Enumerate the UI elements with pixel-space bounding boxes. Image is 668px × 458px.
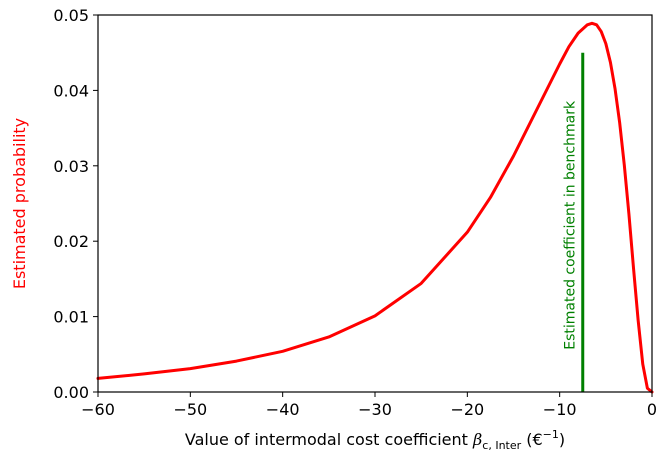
plot-area bbox=[96, 21, 654, 394]
y-axis-label: Estimated probability bbox=[10, 118, 29, 289]
benchmark-annotation-label: Estimated coefficient in benchmark bbox=[563, 100, 579, 350]
x-axis-label-unit-superscript: −1 bbox=[543, 428, 559, 441]
x-tick-label: −10 bbox=[543, 400, 577, 419]
y-tick-label: 0.05 bbox=[53, 6, 89, 25]
x-tick-label: −30 bbox=[358, 400, 392, 419]
x-axis-label-unit-prefix: (€ bbox=[521, 430, 543, 449]
y-tick-label: 0.00 bbox=[53, 383, 89, 402]
y-tick-label: 0.01 bbox=[53, 308, 89, 327]
x-tick-label: −50 bbox=[173, 400, 207, 419]
y-tick-label: 0.04 bbox=[53, 81, 89, 100]
x-axis-label-unit-suffix: ) bbox=[559, 430, 565, 449]
x-axis-label-prefix: Value of intermodal cost coefficient bbox=[185, 430, 473, 449]
x-tick-label: −40 bbox=[266, 400, 300, 419]
y-tick-label: 0.03 bbox=[53, 157, 89, 176]
x-tick-label: −20 bbox=[450, 400, 484, 419]
x-tick-label: 0 bbox=[647, 400, 657, 419]
axes: −60 −50 −40 −30 −20 −10 0 0.00 0.01 0.02 0.03 0.04 0… bbox=[53, 6, 657, 419]
probability-curve bbox=[96, 21, 654, 394]
x-axis-label-subscript: c, Inter bbox=[482, 439, 521, 452]
x-tick-label: −60 bbox=[81, 400, 115, 419]
x-axis-label-symbol: β bbox=[472, 430, 482, 449]
x-axis-label: Value of intermodal cost coefficient βc,… bbox=[185, 428, 565, 452]
y-tick-label: 0.02 bbox=[53, 232, 89, 251]
